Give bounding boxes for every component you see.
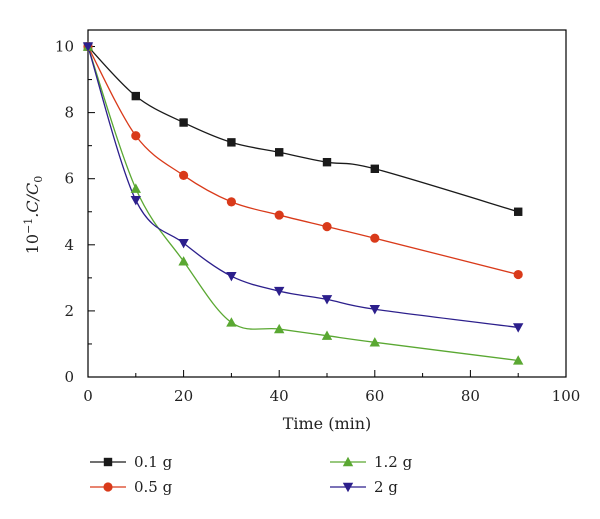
legend-marker — [342, 456, 354, 467]
data-point — [226, 317, 237, 327]
legend-item: 2 g — [330, 478, 398, 496]
data-point — [226, 272, 237, 282]
y-tick-label: 4 — [64, 236, 74, 254]
data-point — [178, 238, 189, 249]
data-point — [226, 197, 236, 207]
legend-label: 1.2 g — [374, 453, 413, 471]
y-axis-title-exponent: −1 — [22, 218, 35, 234]
x-axis-title: Time (min) — [283, 414, 372, 433]
data-point — [513, 323, 524, 333]
legend-label: 0.1 g — [134, 453, 173, 471]
y-axis-title: 10−1.C/C0 — [22, 176, 45, 255]
series-line-1 — [87, 46, 519, 213]
data-point — [274, 210, 284, 220]
legend-label: 2 g — [374, 478, 398, 496]
y-tick-label: 6 — [64, 170, 74, 188]
x-tick-label: 100 — [552, 387, 581, 405]
data-point — [369, 337, 380, 347]
x-tick-label: 20 — [174, 387, 193, 405]
data-point — [370, 164, 379, 173]
y-axis-title-base: 10 — [23, 234, 42, 254]
x-tick-label: 0 — [83, 387, 93, 405]
data-point — [179, 170, 189, 181]
legend-item: 0.5 g — [90, 478, 173, 496]
y-axis-title-rest: .C/C — [23, 183, 42, 218]
x-tick-label: 80 — [461, 387, 480, 405]
data-point — [274, 323, 285, 334]
y-tick-label: 0 — [64, 368, 74, 386]
data-point — [130, 183, 141, 193]
data-point — [131, 131, 141, 141]
data-point — [82, 42, 94, 52]
y-tick-label: 8 — [64, 104, 74, 122]
legend-item: 1.2 g — [330, 453, 413, 471]
legend-marker — [103, 457, 113, 467]
data-point — [130, 195, 141, 206]
data-point — [131, 91, 140, 101]
y-axis-title-subscript: 0 — [32, 176, 45, 183]
legend-marker — [103, 482, 113, 492]
series-markers — [82, 41, 524, 365]
data-point — [370, 233, 380, 243]
axes: 0 20 40 60 80 100 0 2 4 6 8 10 — [55, 29, 581, 405]
legend: 0.1 g 1.2 g 0.5 g 2 g — [90, 453, 413, 496]
data-point — [514, 207, 523, 216]
legend-label: 0.5 g — [134, 478, 173, 496]
data-point — [513, 269, 523, 280]
legend-item: 0.1 g — [90, 453, 173, 471]
data-point — [179, 118, 188, 127]
data-point — [227, 138, 236, 147]
x-tick-label: 60 — [365, 387, 384, 405]
series-curves — [87, 46, 519, 362]
data-point — [322, 222, 332, 232]
data-point — [321, 330, 333, 340]
series-line-4 — [87, 46, 519, 329]
series-line-3 — [87, 46, 519, 362]
data-point — [178, 256, 189, 266]
x-tick-label: 40 — [270, 387, 289, 405]
y-tick-label: 2 — [64, 302, 74, 320]
data-point — [322, 157, 332, 167]
data-point — [274, 286, 285, 297]
series-line-2 — [87, 46, 519, 276]
data-point — [513, 355, 524, 365]
data-point — [275, 148, 284, 157]
legend-marker — [342, 482, 354, 493]
data-point — [321, 295, 333, 305]
data-point — [369, 305, 380, 315]
y-tick-label: 10 — [55, 38, 74, 56]
